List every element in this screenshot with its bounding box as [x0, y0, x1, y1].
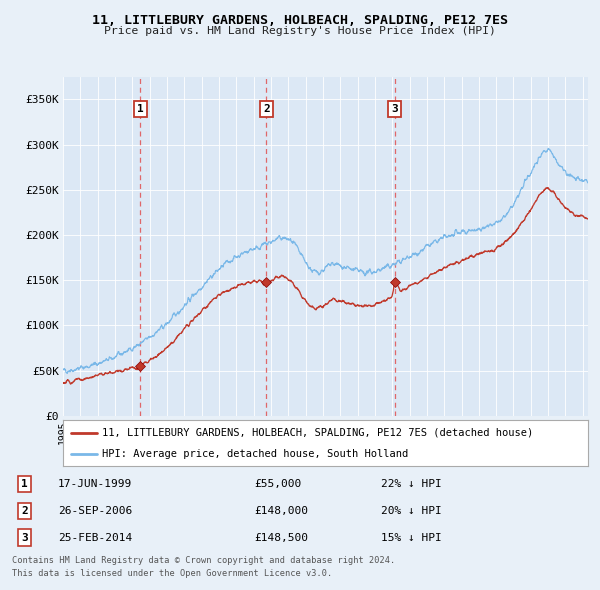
Text: 11, LITTLEBURY GARDENS, HOLBEACH, SPALDING, PE12 7ES (detached house): 11, LITTLEBURY GARDENS, HOLBEACH, SPALDI… [103, 428, 533, 438]
Text: £148,000: £148,000 [254, 506, 308, 516]
Text: £148,500: £148,500 [254, 533, 308, 543]
Text: 2: 2 [263, 104, 270, 114]
Text: 25-FEB-2014: 25-FEB-2014 [58, 533, 133, 543]
Text: 1: 1 [21, 479, 28, 489]
Text: 1: 1 [137, 104, 143, 114]
Text: 17-JUN-1999: 17-JUN-1999 [58, 479, 133, 489]
Text: 3: 3 [391, 104, 398, 114]
Text: HPI: Average price, detached house, South Holland: HPI: Average price, detached house, Sout… [103, 448, 409, 458]
Text: 15% ↓ HPI: 15% ↓ HPI [380, 533, 442, 543]
Text: This data is licensed under the Open Government Licence v3.0.: This data is licensed under the Open Gov… [12, 569, 332, 578]
Text: 2: 2 [21, 506, 28, 516]
Text: 26-SEP-2006: 26-SEP-2006 [58, 506, 133, 516]
Text: 3: 3 [21, 533, 28, 543]
Text: Contains HM Land Registry data © Crown copyright and database right 2024.: Contains HM Land Registry data © Crown c… [12, 556, 395, 565]
Text: Price paid vs. HM Land Registry's House Price Index (HPI): Price paid vs. HM Land Registry's House … [104, 26, 496, 36]
Text: 11, LITTLEBURY GARDENS, HOLBEACH, SPALDING, PE12 7ES: 11, LITTLEBURY GARDENS, HOLBEACH, SPALDI… [92, 14, 508, 27]
Text: 22% ↓ HPI: 22% ↓ HPI [380, 479, 442, 489]
Text: £55,000: £55,000 [254, 479, 301, 489]
Text: 20% ↓ HPI: 20% ↓ HPI [380, 506, 442, 516]
